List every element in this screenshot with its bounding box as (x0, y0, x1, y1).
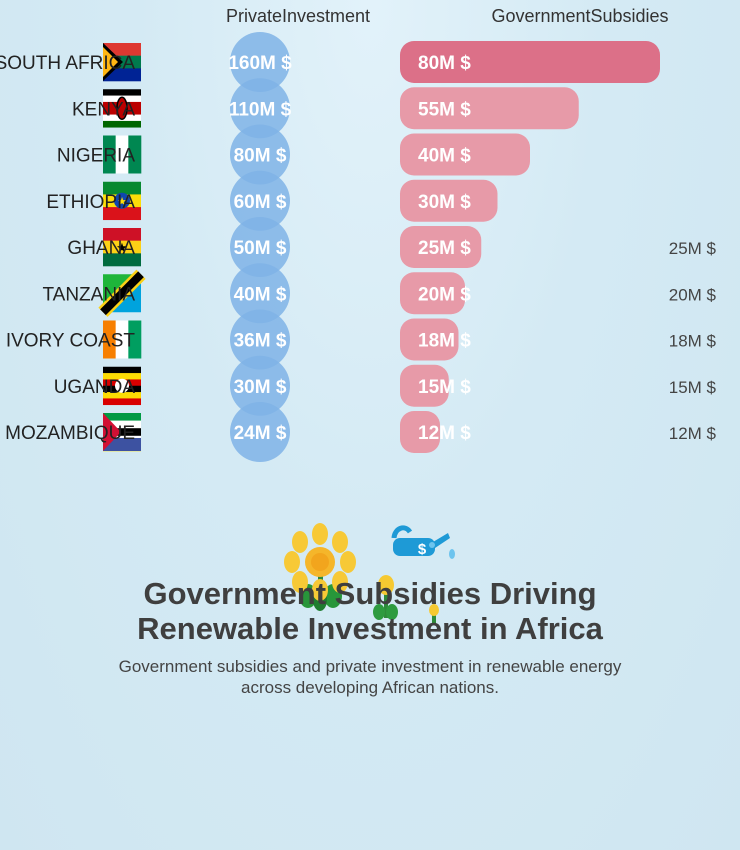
private-investment-marker (230, 170, 290, 231)
private-investment-value: 24M $ (234, 423, 287, 444)
sprout-icon (373, 575, 439, 624)
country-label: UGANDA (54, 377, 136, 398)
government-subsidy-bar (400, 272, 465, 315)
private-investment-marker (230, 402, 290, 462)
government-subsidy-bar (400, 226, 482, 268)
private-investment-value: 60M $ (234, 192, 287, 213)
svg-text:★: ★ (117, 195, 127, 208)
government-subsidy-bar (400, 364, 449, 407)
flag-mozambique (103, 413, 141, 452)
flags-layer: ★★ (98, 43, 146, 452)
flag-uganda (103, 366, 141, 406)
government-subsidy-value: 18M $ (418, 331, 471, 352)
private-investment-marker (230, 309, 290, 370)
subsidy-side-label: 12M $ (669, 424, 717, 443)
flag-kenya (103, 89, 141, 128)
private-investment-series: 160M $ 110M $ 80M $ 60M $ 50M $ 40M $ 36M $ 30M… (228, 32, 292, 462)
private-investment-marker (230, 78, 290, 139)
private-investment-marker (230, 217, 290, 277)
country-label: NIGERIA (57, 146, 135, 167)
title-block: Government Subsidies Driving Renewable I… (0, 576, 740, 698)
svg-text:★: ★ (116, 241, 128, 256)
private-investment-value: 80M $ (234, 146, 287, 167)
government-subsidies-series: 80M $ 55M $ 40M $ 30M $ 25M $ 20M $ 18M $ 15M $… (400, 41, 660, 453)
government-subsidy-value: 55M $ (418, 99, 471, 120)
country-label: SOUTH AFRICA (0, 53, 135, 74)
chart-title: Government Subsidies Driving Renewable I… (0, 576, 740, 646)
private-investment-value: 30M $ (234, 377, 287, 398)
flag-tanzania (98, 269, 146, 317)
svg-text:$: $ (418, 541, 427, 558)
government-subsidy-bar (400, 41, 660, 83)
subtitle-line-1: Government subsidies and private investm… (118, 657, 622, 676)
header-government-subsidies: GovernmentSubsidies (491, 6, 668, 26)
government-subsidy-value: 12M $ (418, 423, 471, 444)
flag-ghana: ★ (103, 228, 141, 267)
private-investment-marker (230, 355, 290, 416)
sunflower-icon (284, 523, 356, 611)
subsidy-side-label: 25M $ (669, 239, 717, 258)
private-investment-marker (230, 32, 290, 92)
government-subsidy-value: 15M $ (418, 377, 471, 398)
government-subsidy-value: 25M $ (418, 238, 471, 259)
flag-south-africa (103, 43, 141, 82)
private-investment-value: 50M $ (234, 238, 287, 259)
title-line-2: Renewable Investment in Africa (137, 611, 603, 646)
government-subsidy-bar (400, 133, 530, 176)
country-label: IVORY COAST (6, 331, 136, 352)
government-subsidy-bar (400, 87, 579, 130)
private-investment-value: 36M $ (234, 331, 287, 352)
government-subsidy-value: 20M $ (418, 284, 471, 305)
country-label: TANZANIA (42, 284, 135, 305)
private-investment-value: 110M $ (229, 99, 292, 120)
country-label: GHANA (67, 238, 135, 259)
private-investment-marker (230, 124, 290, 185)
government-subsidy-value: 80M $ (418, 53, 471, 74)
country-label: KENYA (72, 99, 135, 120)
title-line-1: Government Subsidies Driving (143, 576, 597, 611)
flag-ethiopia: ★ (103, 181, 141, 221)
government-subsidy-bar (400, 179, 498, 222)
subsidy-side-labels: 25M $ 20M $ 18M $ 15M $ 12M $ (669, 239, 717, 443)
private-investment-marker (230, 263, 290, 324)
header-private-investment: PrivateInvestment (226, 6, 370, 26)
country-labels: SOUTH AFRICA KENYA NIGERIA ETHIOPIA GHANA TAN… (0, 53, 135, 444)
country-label: MOZAMBIQUE (5, 423, 135, 444)
country-label: ETHIOPIA (46, 192, 135, 213)
government-subsidy-bar (400, 318, 459, 361)
government-subsidy-value: 40M $ (418, 146, 471, 167)
private-investment-value: 160M $ (228, 53, 292, 74)
subsidy-side-label: 20M $ (669, 285, 717, 304)
flag-nigeria (103, 135, 142, 174)
flag-ivory-coast (103, 320, 142, 359)
subtitle-line-2: across developing African nations. (241, 678, 499, 697)
chart-subtitle: Government subsidies and private investm… (0, 656, 740, 698)
subsidy-side-label: 18M $ (669, 332, 717, 351)
government-subsidy-bar (400, 411, 440, 453)
private-investment-value: 40M $ (234, 284, 287, 305)
subsidy-side-label: 15M $ (669, 378, 717, 397)
government-subsidy-value: 30M $ (418, 192, 471, 213)
watering-can-icon: $ (391, 525, 455, 559)
